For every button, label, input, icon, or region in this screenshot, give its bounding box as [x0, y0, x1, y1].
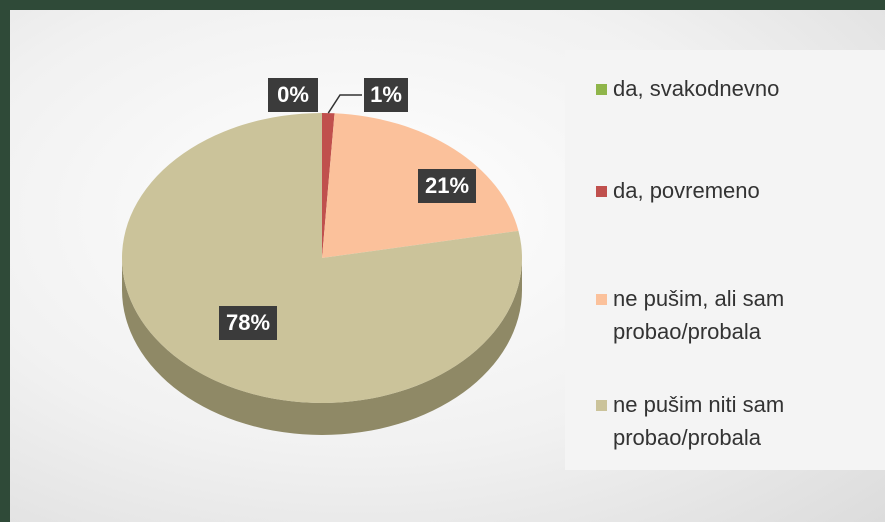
legend-label: ne pušim niti sam probao/probala	[613, 392, 785, 450]
label-box	[219, 306, 277, 340]
legend-swatch	[596, 186, 607, 197]
label-box	[364, 78, 408, 112]
label-box	[418, 169, 476, 203]
legend-swatch	[596, 294, 607, 305]
legend-item: ne pušim, ali sam probao/probala	[596, 282, 853, 348]
data-label: 78%	[226, 310, 270, 335]
data-label: 1%	[370, 82, 402, 107]
legend: da, svakodnevno da, povremeno ne pušim, al…	[565, 50, 885, 470]
legend-item: ne pušim niti sam probao/probala	[596, 388, 853, 454]
legend-swatch	[596, 400, 607, 411]
legend-item: da, povremeno	[596, 174, 853, 207]
legend-item: da, svakodnevno	[596, 72, 853, 105]
label-box	[268, 78, 318, 112]
pie-slice	[322, 113, 335, 258]
legend-label: da, svakodnevno	[613, 76, 780, 101]
legend-swatch	[596, 84, 607, 95]
data-label: 21%	[425, 173, 469, 198]
leader-line	[327, 94, 362, 114]
legend-label: ne pušim, ali sam probao/probala	[613, 286, 785, 344]
legend-label: da, povremeno	[613, 178, 760, 203]
pie-side	[122, 258, 522, 435]
data-label: 0%	[277, 82, 309, 107]
